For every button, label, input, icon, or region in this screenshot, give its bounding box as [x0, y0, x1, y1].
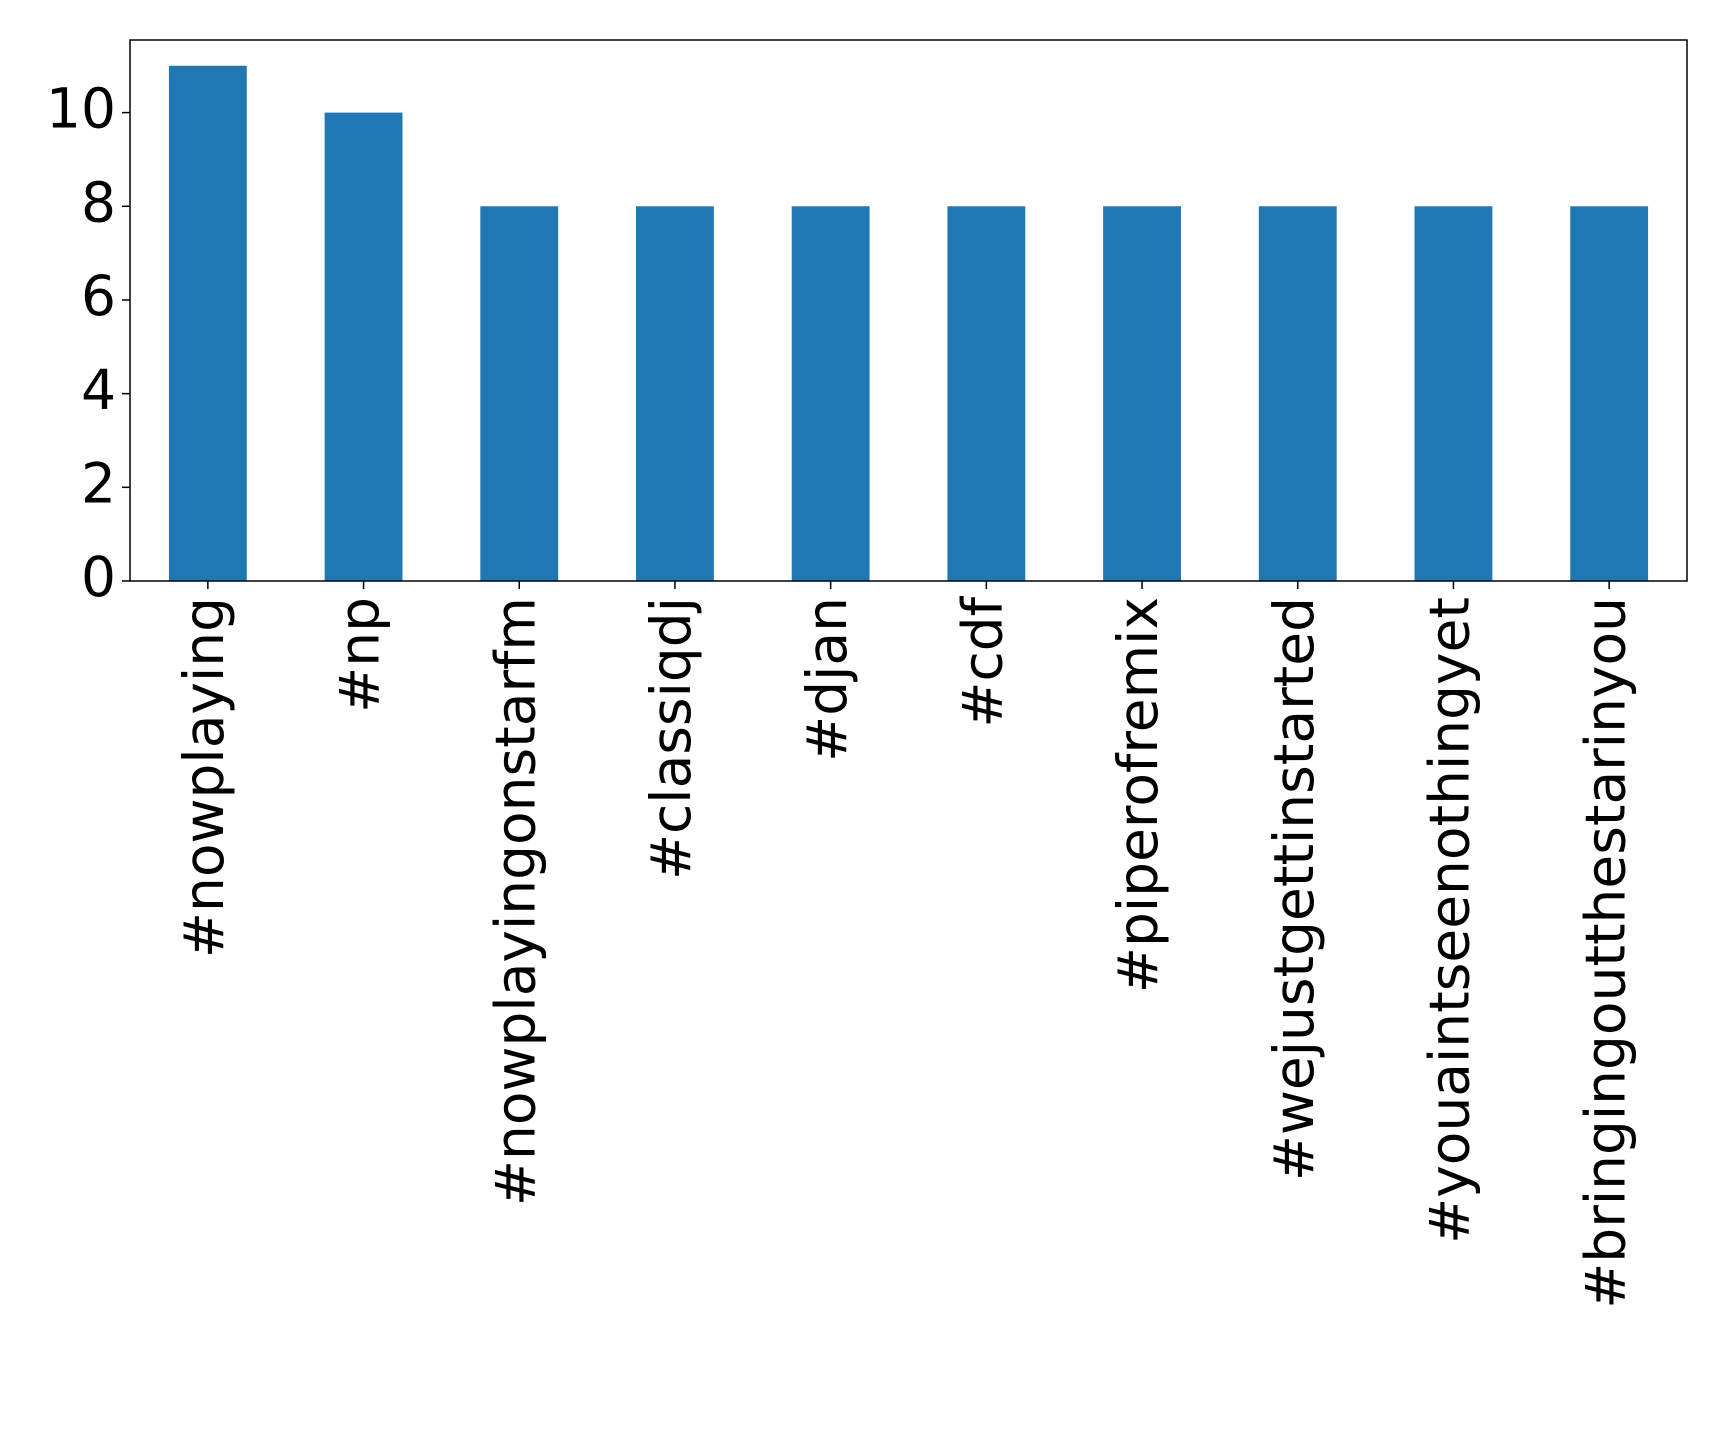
plot-frame [129, 39, 1688, 582]
bar [480, 206, 559, 582]
y-tick-label: 10 [46, 77, 116, 141]
x-tick-label: #piperofremix [1106, 597, 1170, 993]
y-tick-label: 6 [81, 264, 116, 328]
y-tick-label: 2 [81, 451, 116, 515]
y-tick-label: 4 [81, 358, 116, 422]
x-tick-label: #wejustgettinstarted [1262, 597, 1326, 1181]
x-tick-label: #nowplayingonstarfm [483, 597, 547, 1206]
y-tick-label: 0 [81, 545, 116, 609]
bar [1258, 206, 1337, 582]
bar [1570, 206, 1649, 582]
bar [791, 206, 870, 582]
bar [324, 112, 403, 581]
x-tick-label: #bringingoutthestarinyou [1573, 597, 1637, 1309]
x-tick-label: #cdf [950, 595, 1014, 727]
y-tick-label: 8 [81, 170, 116, 234]
bar [168, 65, 247, 581]
bar [636, 206, 714, 582]
x-tick-label: #np [328, 597, 392, 713]
bar [1414, 206, 1493, 582]
bar [1103, 206, 1181, 582]
x-tick-label: #nowplaying [172, 597, 236, 958]
x-tick-label: #classiqdj [639, 597, 703, 880]
x-tick-label: #youaintseenothingyet [1418, 597, 1482, 1244]
x-tick-label: #djan [795, 597, 859, 762]
bar [947, 206, 1026, 582]
